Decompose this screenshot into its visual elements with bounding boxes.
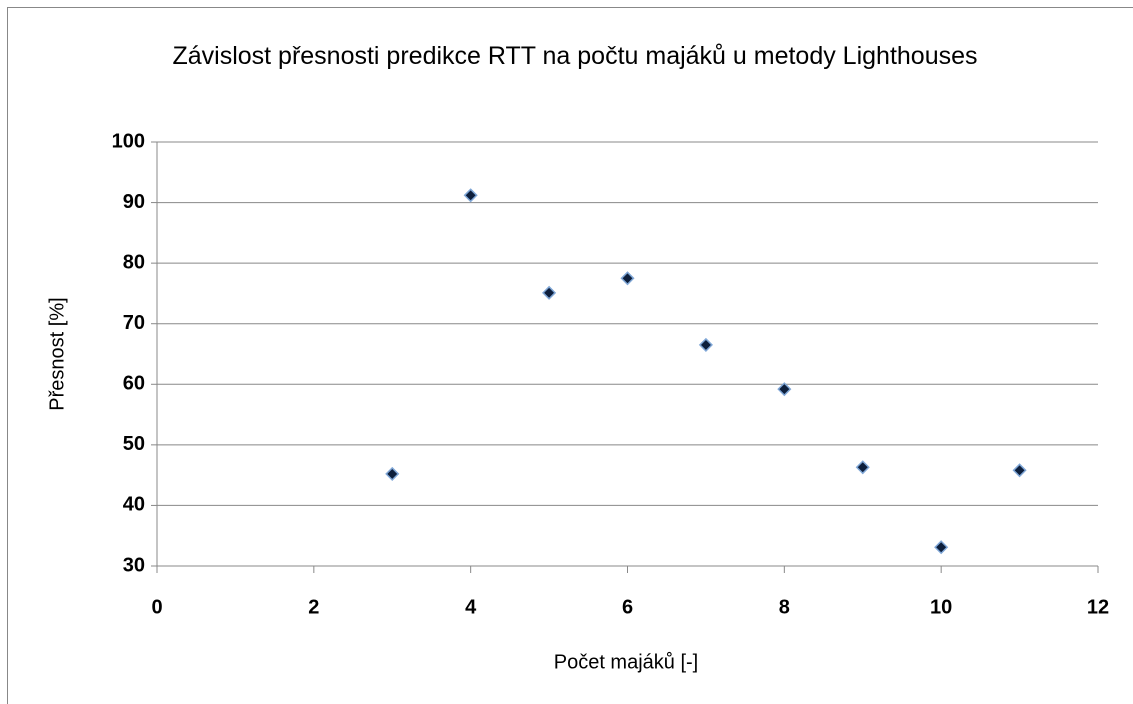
y-tick-label: 60: [123, 373, 145, 395]
y-tick-label: 30: [123, 554, 145, 576]
scatter-point: [777, 382, 792, 397]
scatter-point: [620, 271, 635, 286]
scatter-point: [542, 285, 557, 300]
y-tick-label: 80: [123, 251, 145, 273]
y-tick-label: 40: [123, 494, 145, 516]
scatter-point: [1012, 463, 1027, 478]
x-axis-label: Počet majáků [-]: [554, 651, 699, 673]
x-tick-label: 12: [1087, 596, 1109, 618]
x-tick-label: 10: [930, 596, 952, 618]
x-tick-label: 2: [308, 596, 319, 618]
chart-frame: [7, 7, 1133, 704]
x-tick-label: 4: [465, 596, 477, 618]
y-tick-label: 50: [123, 433, 145, 455]
scatter-point: [934, 540, 949, 555]
y-axis-label: Přesnost [%]: [46, 297, 68, 410]
scatter-point: [855, 460, 870, 475]
scatter-point: [463, 188, 478, 203]
y-tick-label: 100: [112, 130, 145, 152]
x-tick-label: 6: [622, 596, 633, 618]
x-tick-label: 8: [779, 596, 790, 618]
x-tick-label: 0: [151, 596, 162, 618]
y-tick-label: 70: [123, 312, 145, 334]
scatter-point: [385, 466, 400, 481]
y-tick-label: 90: [123, 191, 145, 213]
chart-title: Závislost přesnosti predikce RTT na počt…: [172, 42, 978, 70]
scatter-point: [698, 337, 713, 352]
